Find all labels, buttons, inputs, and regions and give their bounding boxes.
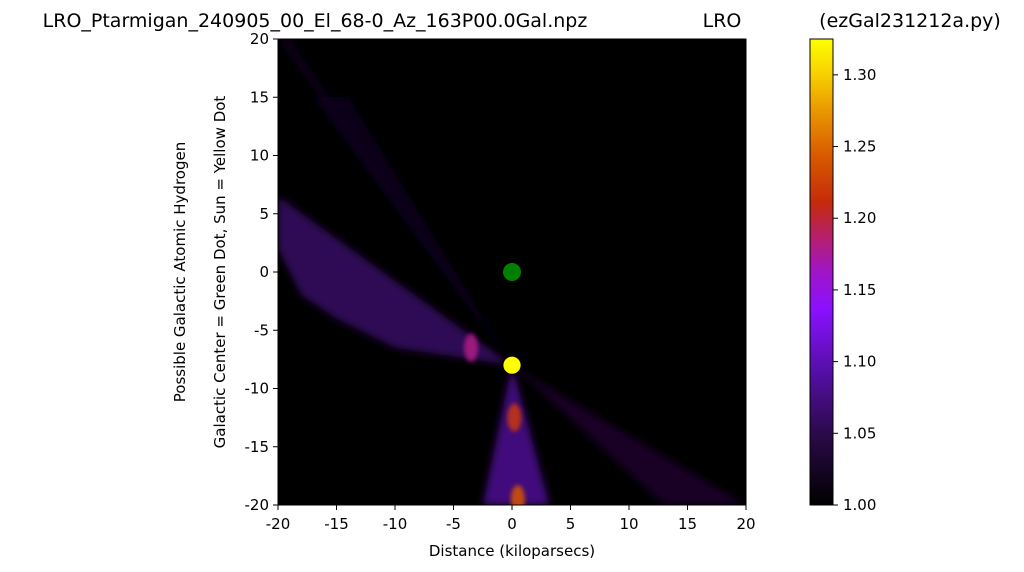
heatmap-features xyxy=(278,39,746,505)
chart-title-right: (ezGal231212a.py) xyxy=(819,10,1001,32)
y-axis: 20 15 10 5 0 -5 -10 -15 -20 xyxy=(245,30,278,514)
heat-feature-southeast-streak xyxy=(512,365,746,505)
x-tick-label: -15 xyxy=(324,515,349,533)
sun-marker xyxy=(502,355,522,375)
heatmap-hotspots xyxy=(464,333,525,505)
colorbar-tick-label: 1.25 xyxy=(843,138,876,156)
x-axis: -20 -15 -10 -5 0 5 10 15 20 xyxy=(266,505,756,533)
y-tick-label: -15 xyxy=(245,438,270,456)
y-axis-label-line2: Galactic Center = Green Dot, Sun = Yello… xyxy=(211,96,229,449)
heat-hotspot xyxy=(507,403,522,432)
x-tick-label: -10 xyxy=(383,515,408,533)
y-tick-label: 5 xyxy=(259,205,269,223)
x-tick-label: 0 xyxy=(507,515,517,533)
x-tick-label: 20 xyxy=(736,515,755,533)
y-axis-label-line1: Possible Galactic Atomic Hydrogen xyxy=(171,142,189,402)
colorbar xyxy=(809,38,834,506)
colorbar-ticks: 1.00 1.05 1.10 1.15 1.20 1.25 1.30 xyxy=(833,66,876,514)
heat-feature-western-fan xyxy=(278,196,512,366)
x-tick-label: -5 xyxy=(446,515,461,533)
chart-title-left: LRO_Ptarmigan_240905_00_El_68-0_Az_163P0… xyxy=(43,10,588,32)
chart-title-center: LRO xyxy=(703,10,742,32)
x-tick-label: 10 xyxy=(619,515,638,533)
colorbar-tick-label: 1.30 xyxy=(843,66,876,84)
x-tick-label: 15 xyxy=(678,515,697,533)
y-tick-label: -10 xyxy=(245,380,270,398)
heat-hotspot xyxy=(510,485,525,505)
y-tick-label: -20 xyxy=(245,496,270,514)
heat-feature-southern-fan xyxy=(482,365,550,505)
y-tick-label: 0 xyxy=(259,263,269,281)
x-tick-label: 5 xyxy=(566,515,576,533)
y-tick-label: 15 xyxy=(250,88,269,106)
y-tick-label: 20 xyxy=(250,30,269,48)
colorbar-tick-label: 1.15 xyxy=(843,281,876,299)
colorbar-tick-label: 1.00 xyxy=(843,496,876,514)
y-tick-label: 10 xyxy=(250,147,269,165)
colorbar-tick-label: 1.05 xyxy=(843,424,876,442)
y-tick-label: -5 xyxy=(254,321,269,339)
colorbar-tick-label: 1.10 xyxy=(843,353,876,371)
galactic-center-marker xyxy=(503,263,521,281)
x-axis-label: Distance (kiloparsecs) xyxy=(429,542,595,560)
colorbar-tick-label: 1.20 xyxy=(843,209,876,227)
heat-hotspot xyxy=(464,333,479,362)
x-tick-label: -20 xyxy=(266,515,291,533)
